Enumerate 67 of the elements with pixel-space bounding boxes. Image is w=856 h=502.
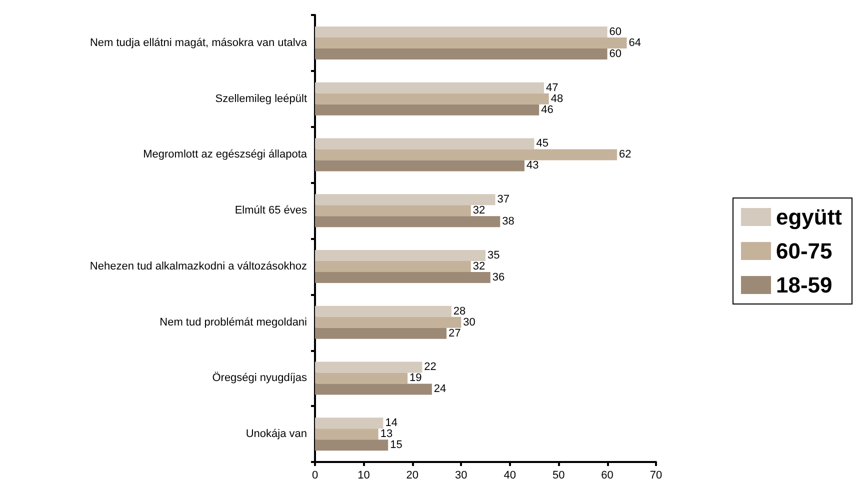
bar xyxy=(315,48,608,60)
bar xyxy=(315,316,462,328)
data-label: 35 xyxy=(488,249,500,262)
y-tick-label: Unokája van xyxy=(246,428,307,440)
bar xyxy=(315,82,544,94)
bar xyxy=(315,93,549,104)
x-tick-label: 0 xyxy=(312,470,318,482)
x-tick-label: 70 xyxy=(650,470,662,482)
data-label: 60 xyxy=(609,26,622,38)
data-label: 27 xyxy=(448,327,461,340)
data-label: 36 xyxy=(492,271,505,284)
y-tick-label: Nem tudja ellátni magát, másokra van utalva xyxy=(90,36,308,49)
data-label: 48 xyxy=(550,92,564,105)
data-label: 47 xyxy=(546,82,558,94)
bar xyxy=(315,328,447,339)
data-label: 15 xyxy=(390,439,402,452)
data-label: 62 xyxy=(619,148,632,161)
y-tick-label: Nem tud problémát megoldani xyxy=(160,316,307,328)
y-tick-label: Nehezen tud alkalmazkodni a változásokhoz xyxy=(90,260,307,272)
bar xyxy=(315,272,490,283)
bar xyxy=(315,428,378,440)
data-label: 22 xyxy=(424,361,436,374)
bar xyxy=(315,149,618,160)
data-label: 13 xyxy=(380,428,393,440)
bar xyxy=(315,372,408,384)
data-label: 24 xyxy=(434,383,446,396)
data-label: 32 xyxy=(472,204,486,217)
x-tick-label: 50 xyxy=(552,470,565,482)
data-label: 30 xyxy=(463,316,476,328)
x-tick-label: 20 xyxy=(406,470,419,482)
bar xyxy=(315,138,534,150)
bar xyxy=(315,37,627,48)
legend-label: 60-75 xyxy=(776,238,832,264)
data-label: 14 xyxy=(385,417,398,430)
data-label: 19 xyxy=(410,372,422,384)
y-tick-label: Öregségi nyugdíjas xyxy=(212,371,308,384)
data-label: 32 xyxy=(472,260,486,272)
data-label: 38 xyxy=(502,216,514,228)
data-label: 46 xyxy=(541,104,554,116)
bar xyxy=(315,194,496,206)
data-label: 45 xyxy=(536,138,548,150)
y-tick-label: Megromlott az egészségi állapota xyxy=(143,148,308,161)
bar xyxy=(315,160,524,172)
bar xyxy=(315,362,422,373)
bar xyxy=(315,26,608,38)
bar xyxy=(315,260,471,272)
data-label: 37 xyxy=(497,194,510,206)
bar xyxy=(315,384,432,395)
bar xyxy=(315,216,500,228)
y-tick-label: Szellemileg leépült xyxy=(215,92,307,105)
data-label: 60 xyxy=(609,48,622,60)
legend-label: 18-59 xyxy=(776,272,832,298)
bar xyxy=(315,440,388,451)
data-label: 64 xyxy=(628,36,642,49)
data-label: 28 xyxy=(453,305,466,318)
bar xyxy=(315,250,486,261)
bar xyxy=(315,306,452,317)
data-label: 43 xyxy=(526,160,539,172)
bar xyxy=(315,104,540,116)
x-tick-label: 30 xyxy=(455,470,468,482)
y-tick-label: Elmúlt 65 éves xyxy=(234,204,308,217)
legend-label: együtt xyxy=(776,204,843,230)
x-tick-label: 10 xyxy=(358,470,370,482)
x-tick-label: 60 xyxy=(601,470,614,482)
bar xyxy=(315,205,471,216)
bar xyxy=(315,418,384,429)
x-tick-label: 40 xyxy=(504,470,516,482)
